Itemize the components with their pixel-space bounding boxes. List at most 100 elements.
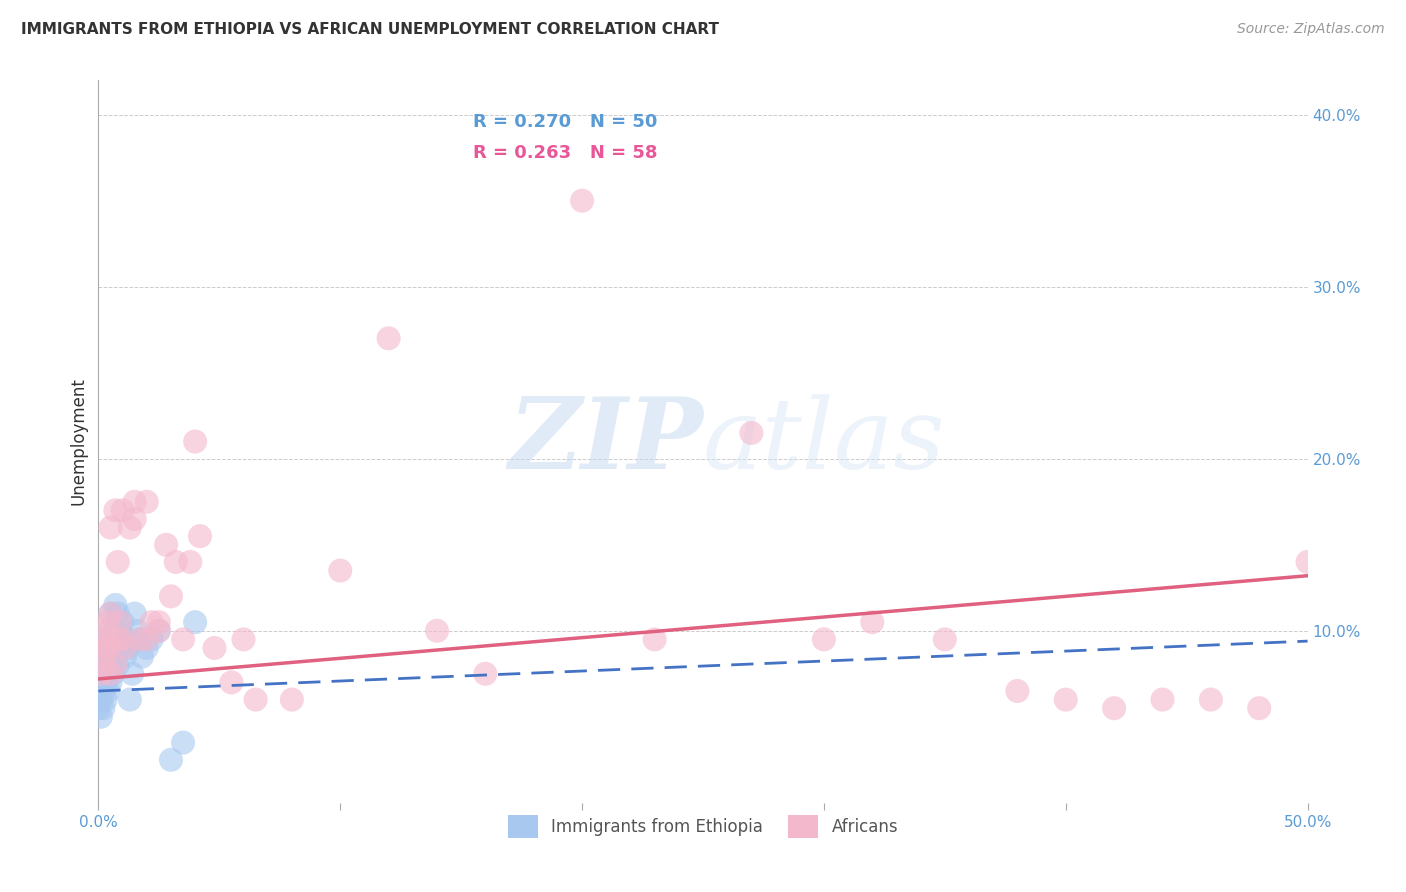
Point xyxy=(91,684,114,698)
Legend: Immigrants from Ethiopia, Africans: Immigrants from Ethiopia, Africans xyxy=(502,808,904,845)
Point xyxy=(1152,692,1174,706)
Point xyxy=(91,649,114,664)
Point xyxy=(740,425,762,440)
Point xyxy=(114,632,136,647)
Point xyxy=(107,632,129,647)
Point xyxy=(179,555,201,569)
Point xyxy=(813,632,835,647)
Point xyxy=(97,649,120,664)
Point xyxy=(97,666,120,681)
Point xyxy=(104,649,127,664)
Point xyxy=(135,494,157,508)
Point xyxy=(94,658,117,673)
Point xyxy=(141,632,163,647)
Point xyxy=(128,632,150,647)
Point xyxy=(172,632,194,647)
Point xyxy=(90,710,112,724)
Point xyxy=(108,615,131,630)
Point xyxy=(1296,555,1319,569)
Point xyxy=(474,666,496,681)
Point xyxy=(111,615,134,630)
Point xyxy=(127,624,149,638)
Point xyxy=(100,666,122,681)
Point xyxy=(87,684,110,698)
Point xyxy=(155,538,177,552)
Point xyxy=(135,640,157,655)
Point xyxy=(101,666,124,681)
Point xyxy=(94,692,117,706)
Point xyxy=(97,615,120,630)
Point xyxy=(172,735,194,749)
Point xyxy=(107,607,129,621)
Point xyxy=(111,503,134,517)
Point xyxy=(204,640,226,655)
Point xyxy=(94,675,117,690)
Text: R = 0.270   N = 50: R = 0.270 N = 50 xyxy=(474,113,658,131)
Point xyxy=(221,675,243,690)
Point xyxy=(101,632,124,647)
Point xyxy=(128,632,150,647)
Point xyxy=(188,529,211,543)
Point xyxy=(124,607,146,621)
Point xyxy=(91,675,114,690)
Point xyxy=(165,555,187,569)
Point xyxy=(1102,701,1125,715)
Point xyxy=(118,520,141,534)
Point xyxy=(114,649,136,664)
Point xyxy=(111,632,134,647)
Point xyxy=(90,658,112,673)
Point xyxy=(184,434,207,449)
Point xyxy=(100,675,122,690)
Point xyxy=(141,615,163,630)
Point xyxy=(94,666,117,681)
Text: ZIP: ZIP xyxy=(508,393,703,490)
Point xyxy=(148,615,170,630)
Point xyxy=(90,692,112,706)
Point xyxy=(97,624,120,638)
Text: Source: ZipAtlas.com: Source: ZipAtlas.com xyxy=(1237,22,1385,37)
Point xyxy=(104,598,127,612)
Point xyxy=(97,684,120,698)
Point xyxy=(90,666,112,681)
Point xyxy=(184,615,207,630)
Point xyxy=(1199,692,1222,706)
Point xyxy=(97,640,120,655)
Point xyxy=(108,640,131,655)
Point xyxy=(135,632,157,647)
Point xyxy=(860,615,883,630)
Point xyxy=(101,632,124,647)
Point xyxy=(148,624,170,638)
Point xyxy=(91,624,114,638)
Point xyxy=(94,632,117,647)
Y-axis label: Unemployment: Unemployment xyxy=(69,377,87,506)
Text: IMMIGRANTS FROM ETHIOPIA VS AFRICAN UNEMPLOYMENT CORRELATION CHART: IMMIGRANTS FROM ETHIOPIA VS AFRICAN UNEM… xyxy=(21,22,718,37)
Point xyxy=(111,632,134,647)
Text: atlas: atlas xyxy=(703,394,946,489)
Point xyxy=(104,658,127,673)
Point xyxy=(100,520,122,534)
Point xyxy=(571,194,593,208)
Point xyxy=(131,649,153,664)
Point xyxy=(124,512,146,526)
Point xyxy=(148,624,170,638)
Point xyxy=(104,624,127,638)
Point xyxy=(107,555,129,569)
Point xyxy=(934,632,956,647)
Point xyxy=(87,701,110,715)
Point xyxy=(426,624,449,638)
Point xyxy=(121,666,143,681)
Point xyxy=(1249,701,1271,715)
Point xyxy=(377,331,399,345)
Point xyxy=(118,692,141,706)
Point xyxy=(91,649,114,664)
Point xyxy=(1054,692,1077,706)
Point xyxy=(1007,684,1029,698)
Point xyxy=(100,640,122,655)
Point xyxy=(232,632,254,647)
Point xyxy=(114,640,136,655)
Point xyxy=(100,607,122,621)
Text: R = 0.263   N = 58: R = 0.263 N = 58 xyxy=(474,144,658,161)
Point xyxy=(281,692,304,706)
Point xyxy=(94,632,117,647)
Point xyxy=(160,753,183,767)
